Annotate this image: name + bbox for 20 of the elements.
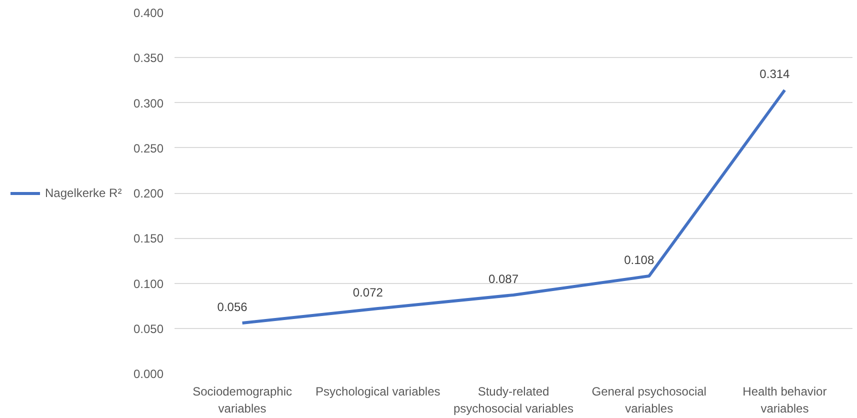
y-tick-label: 0.300 <box>133 96 164 110</box>
x-tick-label: General psychosocial variables <box>592 384 706 416</box>
data-label: 0.087 <box>488 272 519 286</box>
x-tick-label: Study-related psychosocial variables <box>453 384 574 416</box>
y-tick-label: 0.250 <box>133 141 164 156</box>
y-tick-label: 0.150 <box>133 232 164 246</box>
y-tick-label: 0.200 <box>133 186 164 200</box>
y-tick-label: 0.000 <box>133 367 164 381</box>
x-tick-label: Psychological variables <box>316 384 440 398</box>
data-label: 0.056 <box>217 300 248 314</box>
data-label: 0.314 <box>760 67 790 82</box>
x-tick-label: Sociodemographic variables <box>192 384 292 416</box>
y-tick-label: 0.100 <box>133 276 164 291</box>
legend-label: Nagelkerke R² <box>45 186 122 200</box>
data-label: 0.108 <box>624 253 654 268</box>
y-tick-label: 0.400 <box>133 6 164 20</box>
y-tick-label: 0.350 <box>133 51 164 66</box>
y-tick-label: 0.050 <box>133 322 164 336</box>
x-tick-label: Health behavior variables <box>742 384 827 416</box>
data-label: 0.072 <box>352 286 384 300</box>
